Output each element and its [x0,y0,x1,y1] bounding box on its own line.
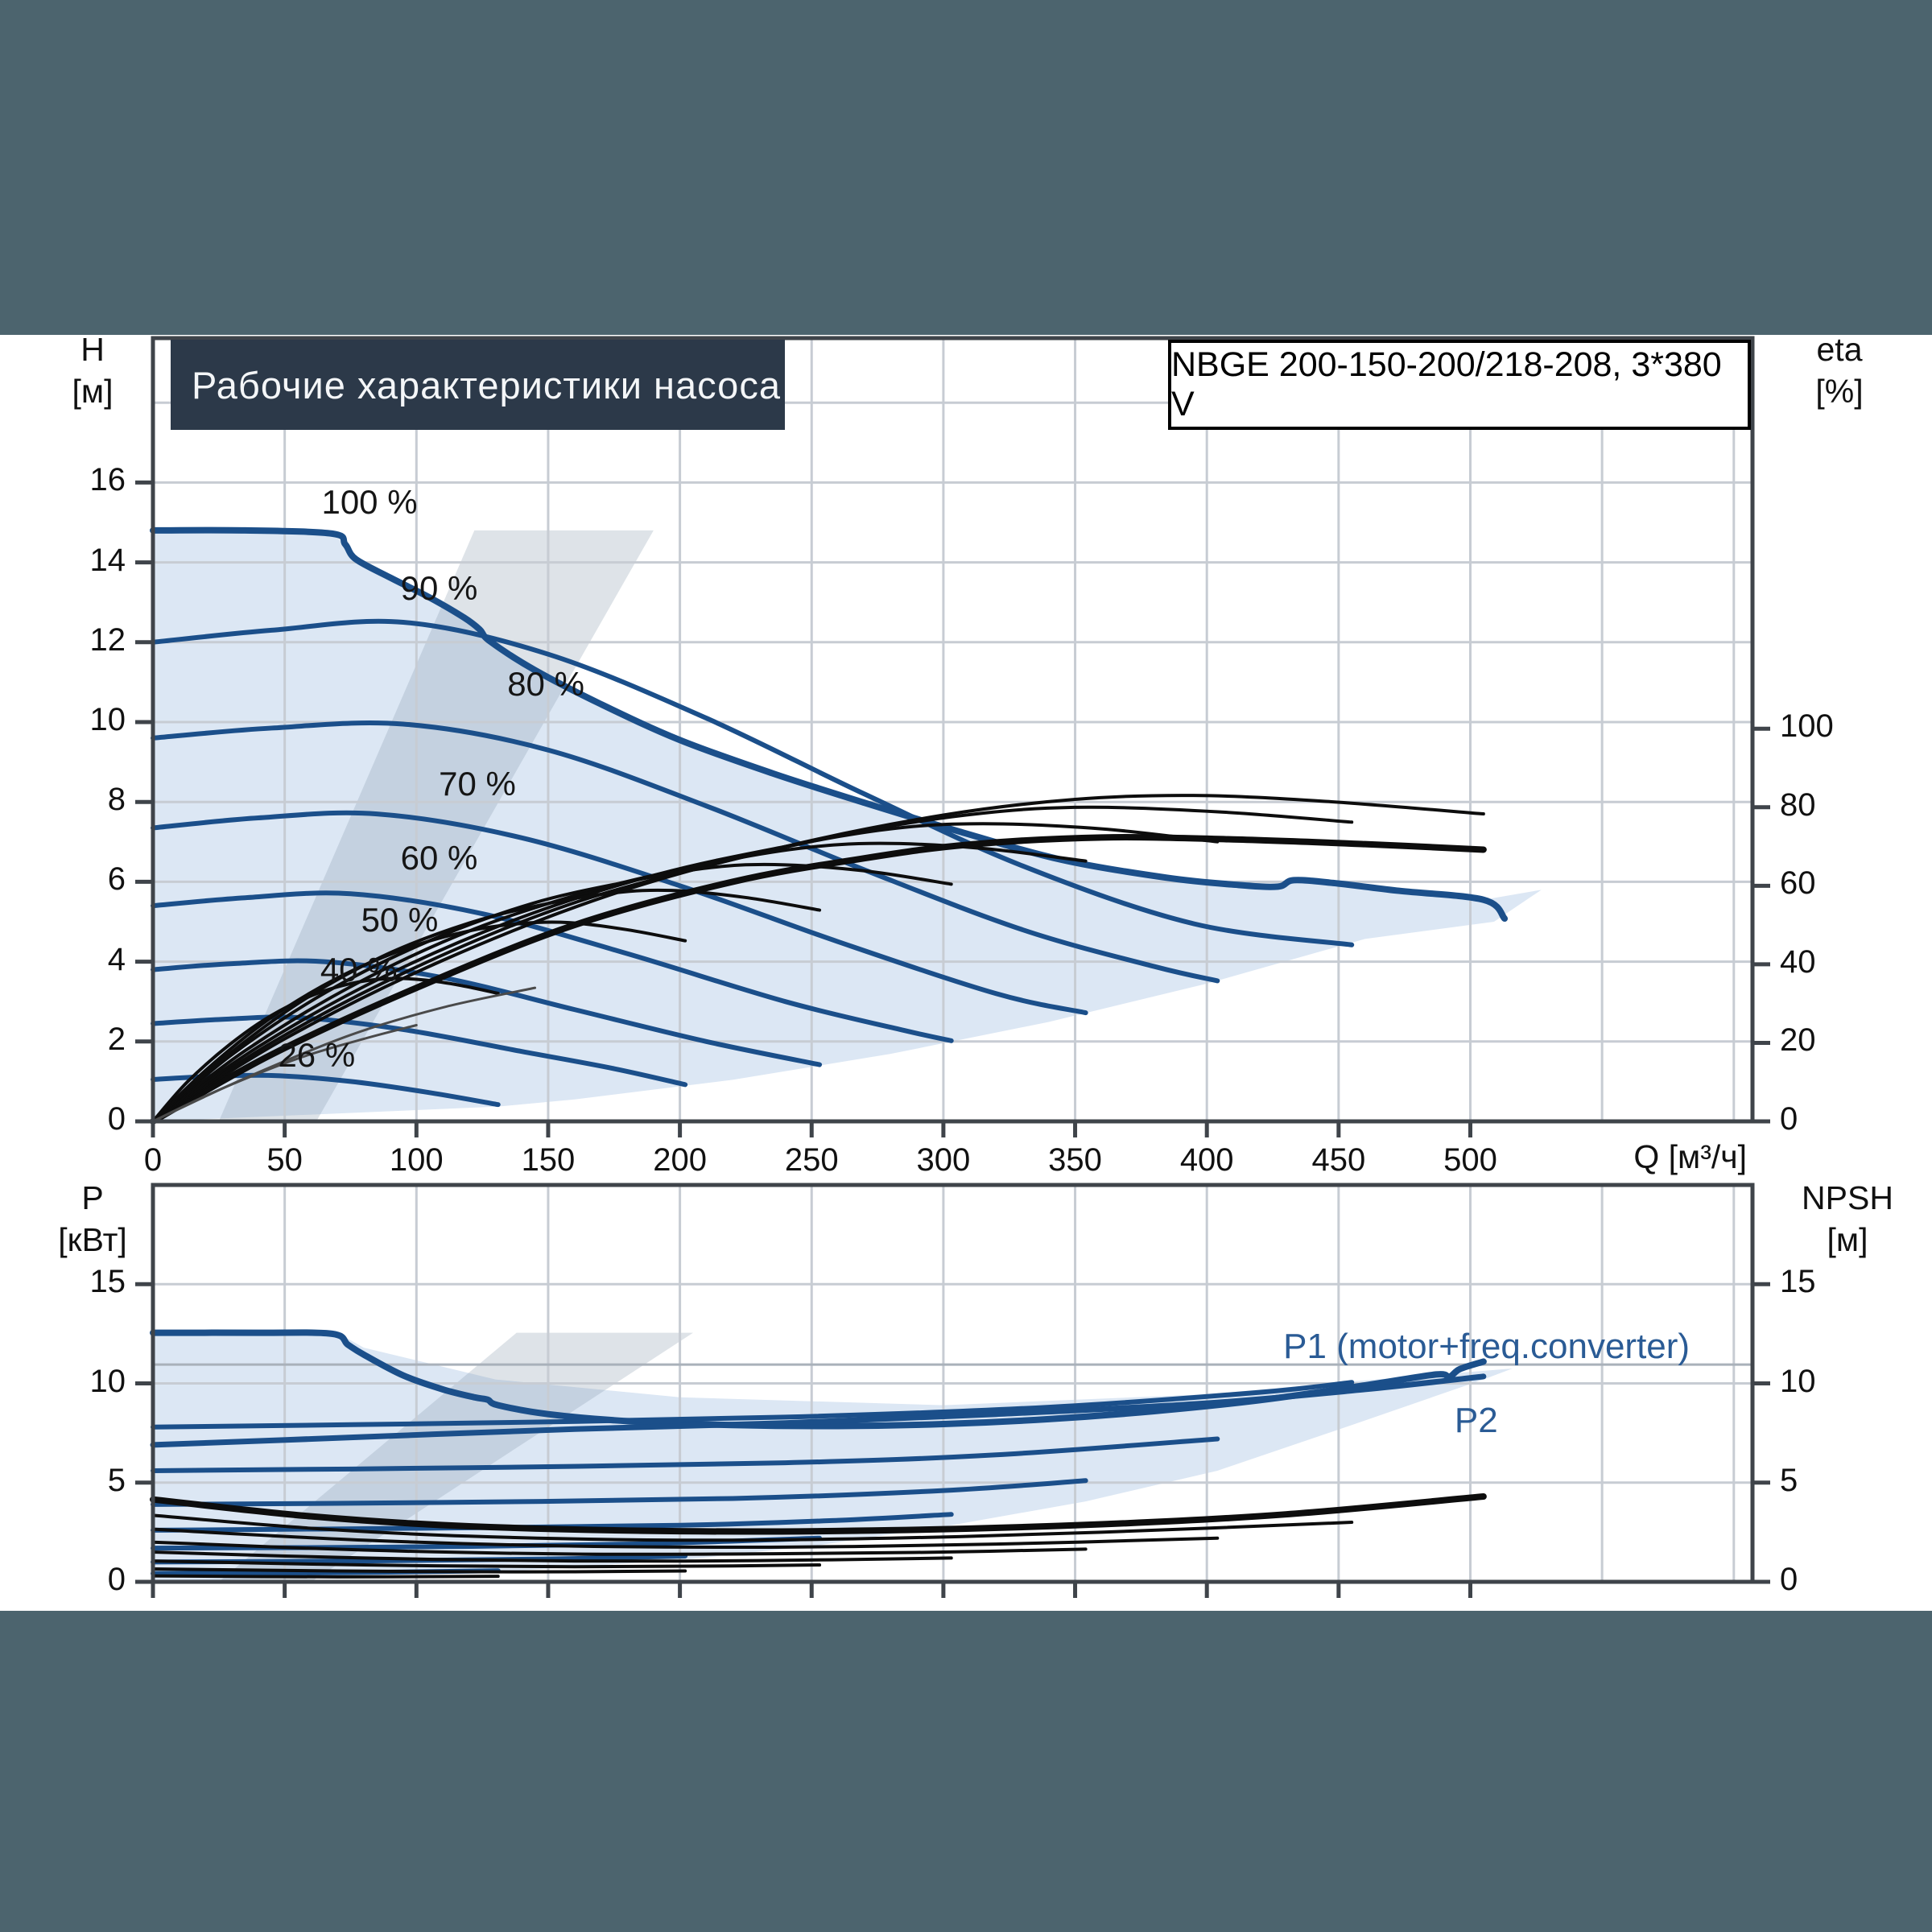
top-banner [0,0,1932,335]
eta-pump-40pct [151,920,687,1123]
speed-label-50: 50 % [361,900,439,939]
npsh-thick [150,1493,1487,1535]
npsh-40pct [151,1567,687,1574]
eta-pump-50pct [151,888,822,1123]
speed-80pct [151,720,1220,984]
bottom-banner [0,1611,1932,1932]
x-tick-label: 300 [916,1142,971,1178]
envelope-100pct [150,526,1509,923]
speed-50pct [151,958,823,1067]
x-tick-label: 150 [521,1142,576,1178]
eta-minor-b [151,986,537,1123]
speed-label-90: 90 % [400,568,478,607]
y-left-tick-label: 6 [107,861,126,898]
y-right-tick-label: 20 [1780,1022,1816,1059]
speed-label-60: 60 % [400,838,478,877]
eta-pump-26pct [151,976,500,1123]
p1-70pct [151,1478,1088,1507]
x-tick-label: 200 [653,1142,707,1178]
y-right-tick-label: 0 [1780,1562,1798,1597]
x-tick-label: 500 [1443,1142,1497,1178]
y-left-tick-label: 5 [107,1462,126,1498]
p1-80pct [151,1436,1220,1473]
x-tick-label: 250 [784,1142,839,1178]
p-axis-title: P [кВт] [58,1179,127,1258]
y-right-tick-label: 15 [1780,1264,1816,1300]
npsh-26pct [151,1574,500,1579]
eta-total-thick [150,834,1487,1125]
y-right-tick-label: 40 [1780,943,1816,980]
y-left-tick-label: 14 [89,542,126,578]
q-axis-title: Q [м³/ч] [1633,1138,1747,1175]
y-left-tick-label: 10 [89,702,126,737]
y-right-tick-label: 80 [1780,786,1816,823]
y-left-tick-label: 15 [89,1264,126,1300]
speed-label-70: 70 % [439,764,516,803]
p1-60pct [151,1512,954,1533]
y-right-tick-label: 60 [1780,865,1816,902]
y-right-tick-label: 100 [1780,708,1834,745]
x-tick-label: 0 [143,1142,163,1178]
x-tick-label: 350 [1048,1142,1102,1178]
speed-label-100: 100 % [321,483,418,522]
npsh-axis-title: NPSH [м] [1802,1179,1893,1258]
npsh-90pct [151,1513,1354,1542]
y-left-tick-label: 2 [107,1021,126,1057]
npsh-70pct [151,1540,1088,1556]
npsh-80pct [151,1527,1220,1550]
chart-title: Рабочие характеристики насоса [192,363,781,407]
y-right-tick-label: 10 [1780,1363,1816,1399]
x-tick-label: 50 [266,1142,303,1178]
power-envelope-fill [153,1332,1513,1582]
y-left-tick-label: 0 [107,1101,126,1137]
npsh-50pct [151,1559,822,1569]
npsh-60pct [151,1550,953,1563]
chart-title-box: Рабочие характеристики насоса [171,340,785,430]
speed-70pct [151,810,1088,1016]
h-axis-title: H [м] [72,331,114,410]
x-tick-label: 100 [389,1142,444,1178]
speed-90pct [151,618,1355,947]
y-left-tick-label: 16 [89,462,126,498]
y-right-tick-label: 0 [1780,1101,1798,1137]
y-right-tick-label: 5 [1780,1462,1798,1498]
x-tick-label: 400 [1179,1142,1234,1178]
speed-label-26: 26 % [278,1036,356,1075]
y-left-tick-label: 12 [89,621,126,658]
y-left-tick-label: 10 [89,1363,126,1399]
eta-pump-60pct [151,862,953,1123]
pump-model-box: NBGE 200-150-200/218-208, 3*380 V [1168,340,1751,430]
speed-label-40: 40 % [320,950,398,989]
pump-model: NBGE 200-150-200/218-208, 3*380 V [1171,345,1722,423]
y-left-tick-label: 4 [107,941,126,977]
eta-axis-title: eta [%] [1815,331,1864,410]
p1-label: P1 (motor+freq.converter) [1283,1326,1690,1366]
x-tick-label: 450 [1311,1142,1366,1178]
speed-label-80: 80 % [507,664,584,703]
y-left-tick-label: 8 [107,782,126,818]
p1-90pct [151,1380,1355,1430]
p2-curve [150,1373,1487,1448]
p2-label: P2 [1454,1401,1498,1441]
y-left-tick-label: 0 [107,1562,126,1597]
